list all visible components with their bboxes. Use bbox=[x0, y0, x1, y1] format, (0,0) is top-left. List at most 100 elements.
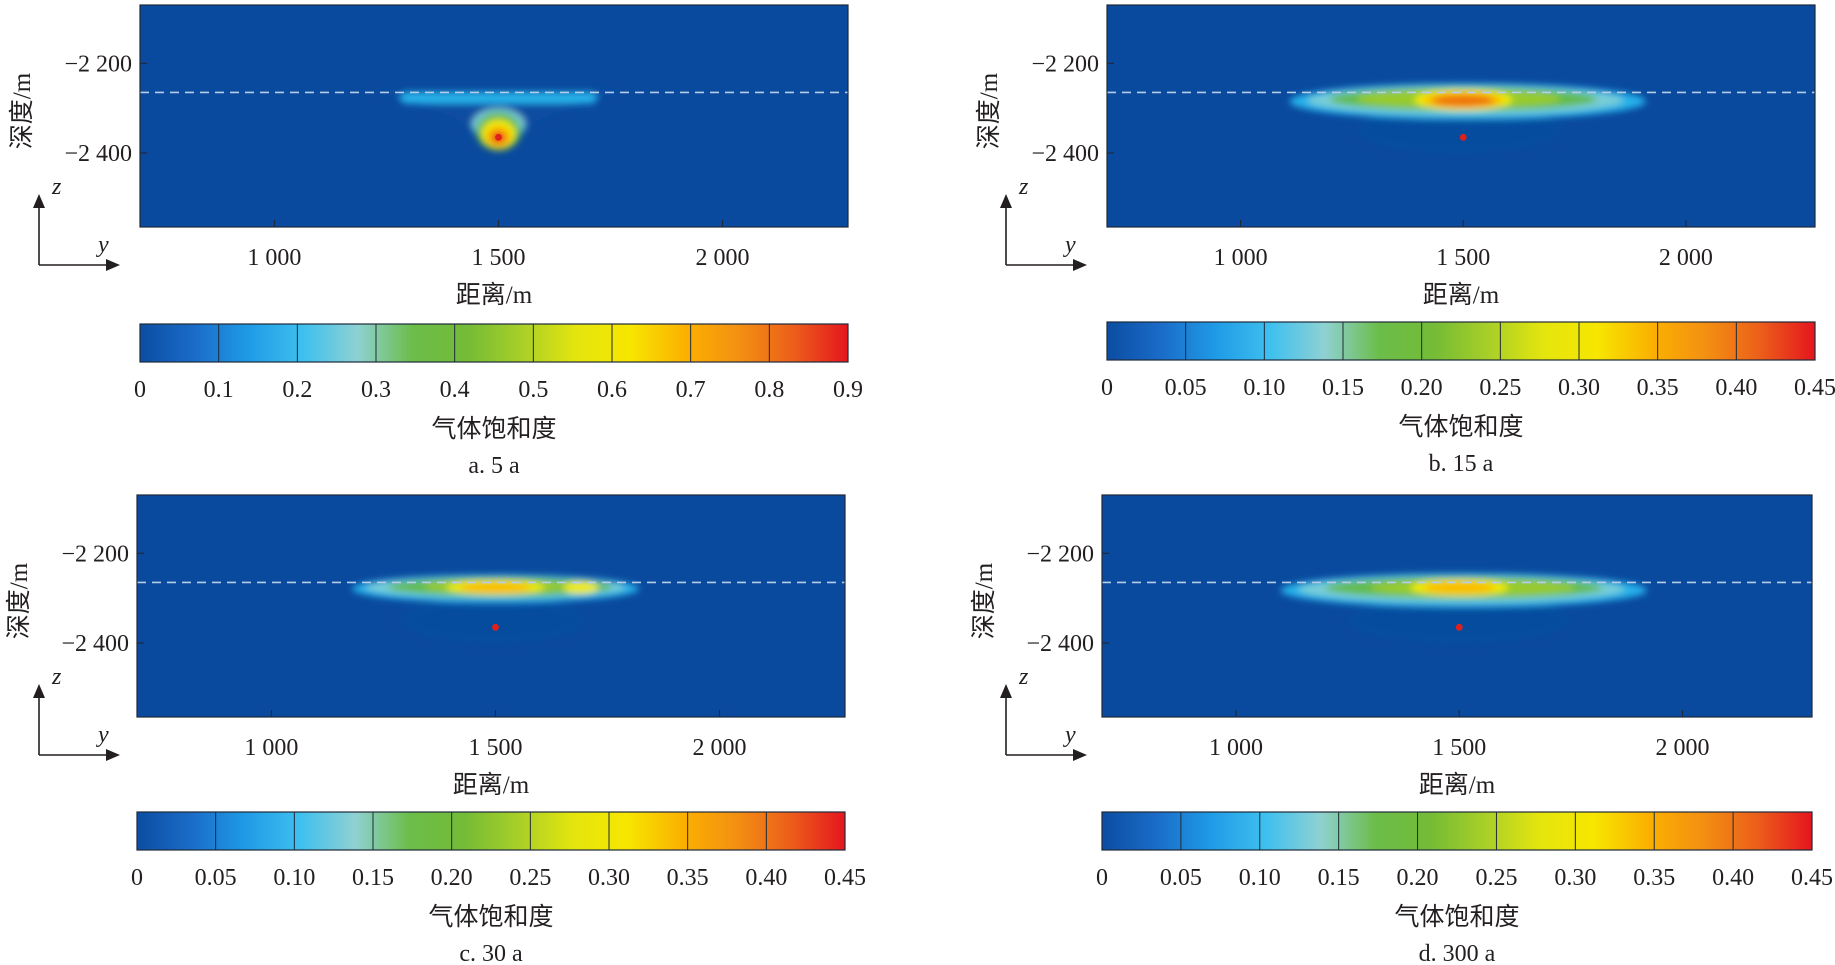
y-arrow-head bbox=[1073, 259, 1087, 271]
colorbar-tick-label: 0.15 bbox=[1322, 375, 1364, 401]
colorbar-tick-label: 0.10 bbox=[1243, 375, 1285, 401]
z-arrow-head bbox=[1000, 194, 1012, 208]
colorbar-gradient bbox=[136, 811, 846, 851]
plume-region bbox=[1423, 582, 1495, 594]
colorbar-tick-label: 0 bbox=[1101, 375, 1113, 401]
colorbar-tick-label: 0 bbox=[134, 377, 146, 403]
colorbar-tick-label: 0 bbox=[1096, 865, 1108, 891]
plot-frame bbox=[1106, 4, 1816, 228]
y-arrow-head bbox=[106, 259, 120, 271]
x-axis-title: 距离/m bbox=[456, 281, 533, 309]
colorbar-tick-label: 0.7 bbox=[676, 377, 706, 403]
colorbar-tick-label: 0.35 bbox=[1633, 865, 1675, 891]
y-arrow-head bbox=[106, 749, 120, 761]
y-axis-name: y bbox=[1063, 232, 1076, 258]
colorbar-tick-label: 0.9 bbox=[833, 377, 863, 403]
panel-caption: b. 15 a bbox=[1429, 451, 1494, 477]
colorbar-title: 气体饱和度 bbox=[1398, 413, 1523, 441]
panel-a: 1 000 1 500 2 000 −2 200 −2 400 距离/m 深度/m z y 0 0.… bbox=[8, 4, 863, 479]
colorbar-tick-label: 0 bbox=[131, 865, 143, 891]
panel-caption: d. 300 a bbox=[1419, 941, 1496, 965]
panel-b: 1 000 1 500 2 000 −2 200 −2 400 距离/m 深度/m z y 0 0.… bbox=[975, 4, 1835, 477]
colorbar-tick-label: 0.25 bbox=[1475, 865, 1517, 891]
colorbar-tick-label: 0.1 bbox=[204, 377, 234, 403]
panel-c: 1 000 1 500 2 000 −2 200 −2 400 距离/m 深度/m z y 0 0.… bbox=[5, 494, 866, 965]
colorbar-title: 气体饱和度 bbox=[428, 903, 553, 931]
x-tick-label: 2 000 bbox=[1656, 735, 1710, 761]
z-axis-name: z bbox=[51, 174, 62, 200]
y-tick-label: −2 200 bbox=[1026, 541, 1094, 567]
panel-caption: c. 30 a bbox=[459, 941, 523, 965]
colorbar-tick-label: 0.25 bbox=[1479, 375, 1521, 401]
colorbar: 0 0.1 0.2 0.3 0.4 0.5 0.6 0.7 0.8 0.9 气体饱和度 bbox=[134, 323, 863, 443]
x-tick-label: 2 000 bbox=[696, 245, 750, 271]
colorbar-tick-label: 0.25 bbox=[509, 865, 551, 891]
plume-region bbox=[562, 581, 599, 594]
plot-frame bbox=[1101, 494, 1813, 718]
colorbar-tick-label: 0.15 bbox=[352, 865, 394, 891]
x-tick-label: 2 000 bbox=[1659, 245, 1713, 271]
colorbar-gradient bbox=[1101, 811, 1813, 851]
colorbar-tick-label: 0.35 bbox=[1637, 375, 1679, 401]
y-axis-title: 深度/m bbox=[5, 562, 33, 639]
y-axis-name: y bbox=[1063, 722, 1076, 748]
colorbar-tick-label: 0.10 bbox=[1239, 865, 1281, 891]
plume-region bbox=[1432, 94, 1495, 107]
colorbar-tick-label: 0.10 bbox=[273, 865, 315, 891]
colorbar-title: 气体饱和度 bbox=[1394, 903, 1519, 931]
x-tick-label: 1 500 bbox=[471, 245, 525, 271]
y-tick-label: −2 400 bbox=[1031, 141, 1099, 167]
plume-region bbox=[401, 598, 586, 643]
z-arrow-head bbox=[33, 684, 45, 698]
colorbar-tick-label: 0.4 bbox=[440, 377, 470, 403]
plume-region bbox=[459, 582, 532, 593]
plot-frame bbox=[136, 494, 846, 718]
colorbar-gradient bbox=[1106, 321, 1816, 361]
y-axis-title: 深度/m bbox=[8, 72, 36, 149]
colorbar: 0 0.05 0.10 0.15 0.20 0.25 0.30 0.35 0.40 0.45 气体饱… bbox=[131, 811, 866, 931]
x-axis-title: 距离/m bbox=[1423, 281, 1500, 309]
x-tick-label: 1 000 bbox=[1214, 245, 1268, 271]
colorbar-gradient bbox=[139, 323, 849, 363]
z-axis-name: z bbox=[51, 664, 62, 690]
z-arrow-head bbox=[1000, 684, 1012, 698]
x-axis-title: 距离/m bbox=[453, 771, 530, 799]
colorbar-tick-label: 0.40 bbox=[1715, 375, 1757, 401]
x-tick-label: 1 000 bbox=[244, 735, 298, 761]
colorbar-tick-label: 0.15 bbox=[1318, 865, 1360, 891]
injection-point bbox=[1455, 623, 1463, 631]
panel-caption: a. 5 a bbox=[468, 453, 520, 479]
x-axis-title: 距离/m bbox=[1419, 771, 1496, 799]
plume-region bbox=[399, 92, 598, 104]
colorbar-tick-label: 0.45 bbox=[824, 865, 866, 891]
z-arrow-head bbox=[33, 194, 45, 208]
colorbar-tick-label: 0.05 bbox=[195, 865, 237, 891]
colorbar-tick-label: 0.20 bbox=[1401, 375, 1443, 401]
z-axis-name: z bbox=[1018, 664, 1029, 690]
colorbar-tick-label: 0.5 bbox=[518, 377, 548, 403]
y-tick-label: −2 400 bbox=[61, 631, 129, 657]
x-tick-label: 1 500 bbox=[1432, 735, 1486, 761]
colorbar-tick-label: 0.20 bbox=[431, 865, 473, 891]
colorbar-tick-label: 0.40 bbox=[1712, 865, 1754, 891]
y-axis-title: 深度/m bbox=[970, 562, 998, 639]
colorbar-tick-label: 0.6 bbox=[597, 377, 627, 403]
plume-region bbox=[1356, 108, 1562, 153]
y-tick-label: −2 200 bbox=[61, 541, 129, 567]
colorbar-tick-label: 0.30 bbox=[1554, 865, 1596, 891]
colorbar-tick-label: 0.45 bbox=[1791, 865, 1833, 891]
x-tick-label: 1 500 bbox=[468, 735, 522, 761]
colorbar-tick-label: 0.3 bbox=[361, 377, 391, 403]
colorbar-tick-label: 0.30 bbox=[588, 865, 630, 891]
colorbar-tick-label: 0.20 bbox=[1397, 865, 1439, 891]
plot-frame bbox=[139, 4, 849, 228]
x-tick-label: 1 000 bbox=[1209, 735, 1263, 761]
x-tick-label: 2 000 bbox=[693, 735, 747, 761]
y-tick-label: −2 200 bbox=[1031, 51, 1099, 77]
y-tick-label: −2 400 bbox=[64, 141, 132, 167]
y-axis-name: y bbox=[96, 722, 109, 748]
colorbar-tick-label: 0.30 bbox=[1558, 375, 1600, 401]
injection-point bbox=[492, 623, 499, 631]
colorbar-tick-label: 0.45 bbox=[1794, 375, 1835, 401]
